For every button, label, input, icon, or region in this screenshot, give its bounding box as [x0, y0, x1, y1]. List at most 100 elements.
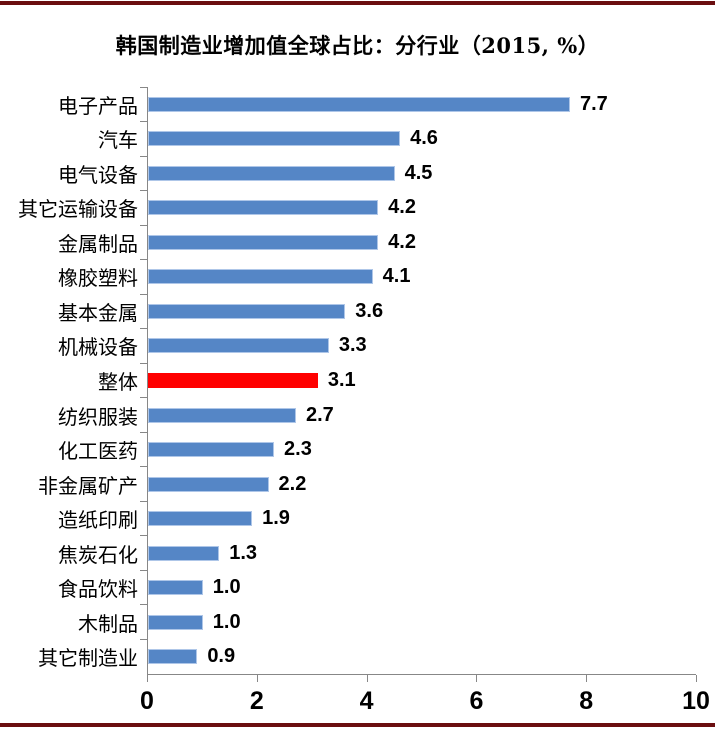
category-label: 木制品 — [78, 611, 138, 636]
bar — [148, 511, 253, 527]
plot-area: 0.9 — [140, 639, 696, 675]
chart-row: 化工医药 2.3 — [0, 431, 696, 467]
plot-area: 1.0 — [140, 569, 696, 605]
bar — [148, 234, 379, 250]
bar — [148, 131, 401, 147]
bar — [148, 407, 296, 423]
value-label: 1.0 — [212, 610, 241, 633]
value-label: 4.1 — [382, 265, 411, 288]
category-label: 电气设备 — [58, 162, 138, 187]
x-axis-tick-label: 8 — [579, 687, 594, 715]
chart-row: 基本金属 3.6 — [0, 293, 696, 329]
category-label: 造纸印刷 — [58, 508, 138, 533]
x-axis-tick-label: 6 — [469, 687, 484, 715]
bar — [148, 614, 203, 630]
x-axis-tick-label: 4 — [359, 687, 374, 715]
chart-row: 机械设备 3.3 — [0, 328, 696, 364]
value-label: 4.5 — [404, 161, 433, 184]
plot-area: 4.1 — [140, 259, 696, 295]
bar — [148, 96, 570, 112]
chart-rows: 电子产品 7.7 汽车 4.6 电气设备 4.5 其它运输设备 4.2 金属制品 4.2 橡胶塑料 4… — [0, 86, 696, 675]
value-label: 1.0 — [212, 576, 241, 599]
plot-area: 3.1 — [140, 362, 696, 398]
bar — [148, 303, 346, 319]
category-label: 其它运输设备 — [18, 197, 138, 222]
x-axis-tick-label: 0 — [140, 687, 154, 715]
x-axis-tick — [586, 675, 588, 682]
bottom-border-line — [0, 723, 715, 727]
plot-area: 2.3 — [140, 431, 696, 467]
top-border-line — [0, 1, 715, 5]
category-label: 化工医药 — [58, 439, 138, 464]
plot-area: 4.6 — [140, 121, 696, 157]
category-label: 食品饮料 — [58, 577, 138, 602]
chart-row: 焦炭石化 1.3 — [0, 535, 696, 571]
plot-area: 1.0 — [140, 604, 696, 640]
chart-row: 其它制造业 0.9 — [0, 639, 696, 675]
value-label: 7.7 — [579, 92, 608, 115]
category-label: 非金属矿产 — [38, 473, 138, 498]
x-axis-tick-label: 10 — [682, 687, 710, 715]
x-axis: 0 2 4 6 8 10 — [140, 674, 710, 725]
bar — [148, 580, 203, 596]
x-axis-tick — [476, 675, 478, 682]
bar — [148, 200, 379, 216]
category-label: 机械设备 — [58, 335, 138, 360]
chart-row: 电子产品 7.7 — [0, 86, 696, 122]
bar-chart: 电子产品 7.7 汽车 4.6 电气设备 4.5 其它运输设备 4.2 金属制品 4.2 橡胶塑料 4… — [0, 86, 710, 725]
value-label: 0.9 — [207, 645, 236, 668]
x-axis-tick — [147, 675, 148, 682]
category-label: 纺织服装 — [58, 404, 138, 429]
value-label: 4.6 — [410, 127, 438, 150]
value-label: 2.7 — [305, 403, 334, 426]
value-label: 2.3 — [284, 438, 312, 461]
value-label: 4.2 — [388, 196, 416, 219]
chart-row: 其它运输设备 4.2 — [0, 190, 696, 226]
plot-area: 2.2 — [140, 466, 696, 502]
bar — [148, 442, 275, 458]
category-label: 焦炭石化 — [58, 542, 138, 567]
category-label: 电子产品 — [58, 93, 138, 118]
bar — [148, 338, 329, 354]
category-label: 金属制品 — [58, 231, 138, 256]
plot-area: 4.2 — [140, 190, 696, 226]
x-axis-tick — [256, 675, 258, 682]
plot-area: 4.2 — [140, 224, 696, 260]
chart-row: 电气设备 4.5 — [0, 155, 696, 191]
x-axis-tick — [366, 675, 368, 682]
value-label: 1.3 — [229, 541, 258, 564]
plot-area: 3.3 — [140, 328, 696, 364]
chart-row: 整体 3.1 — [0, 362, 696, 398]
category-label: 橡胶塑料 — [58, 266, 138, 291]
value-label: 2.2 — [278, 472, 307, 495]
bar — [148, 269, 373, 285]
plot-area: 3.6 — [140, 293, 696, 329]
highlight-bar — [148, 373, 318, 389]
plot-area: 7.7 — [140, 86, 696, 122]
value-label: 3.3 — [338, 334, 367, 357]
chart-row: 非金属矿产 2.2 — [0, 466, 696, 502]
value-label: 3.1 — [327, 369, 356, 392]
chart-row: 橡胶塑料 4.1 — [0, 259, 696, 295]
chart-row: 汽车 4.6 — [0, 121, 696, 157]
plot-area: 1.9 — [140, 500, 696, 536]
bar — [148, 545, 220, 561]
value-label: 4.2 — [388, 230, 416, 253]
plot-area: 4.5 — [140, 155, 696, 191]
category-label: 汽车 — [98, 128, 138, 153]
category-label: 基本金属 — [58, 300, 138, 325]
plot-area: 2.7 — [140, 397, 696, 433]
chart-title: 韩国制造业增加值全球占比：分行业（2015, %） — [115, 33, 600, 58]
value-label: 3.6 — [355, 299, 384, 322]
bar — [148, 165, 395, 181]
x-axis-tick-label: 2 — [249, 687, 264, 715]
chart-row: 木制品 1.0 — [0, 604, 696, 640]
chart-row: 金属制品 4.2 — [0, 224, 696, 260]
chart-row: 造纸印刷 1.9 — [0, 500, 696, 536]
value-label: 1.9 — [262, 507, 290, 530]
chart-row: 食品饮料 1.0 — [0, 569, 696, 605]
x-axis-tick — [696, 675, 697, 682]
bar — [148, 649, 198, 665]
category-label: 其它制造业 — [38, 646, 138, 671]
plot-area: 1.3 — [140, 535, 696, 571]
